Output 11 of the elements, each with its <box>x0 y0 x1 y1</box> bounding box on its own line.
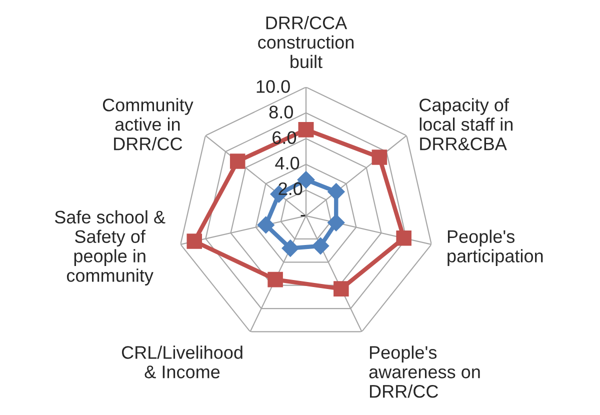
spoke-label: Safe school & Safety of people in community <box>54 210 166 286</box>
spoke-label: CRL/Livelihood & Income <box>122 346 242 378</box>
y-tick-label: 10.0 <box>256 80 290 93</box>
y-tick-label: 4.0 <box>275 156 300 170</box>
spoke-label: DRR/CCA construction built <box>258 16 354 68</box>
spoke-label: Community active in DRR/CC <box>102 98 194 150</box>
y-tick-label: 8.0 <box>269 106 293 118</box>
spoke-label: People's participation <box>448 230 543 266</box>
y-tick-label: - <box>300 214 306 216</box>
spoke-label: People's awareness on DRR/CC <box>369 346 480 398</box>
spoke-label: Capacity of local staff in DRR&CBA <box>420 98 513 150</box>
